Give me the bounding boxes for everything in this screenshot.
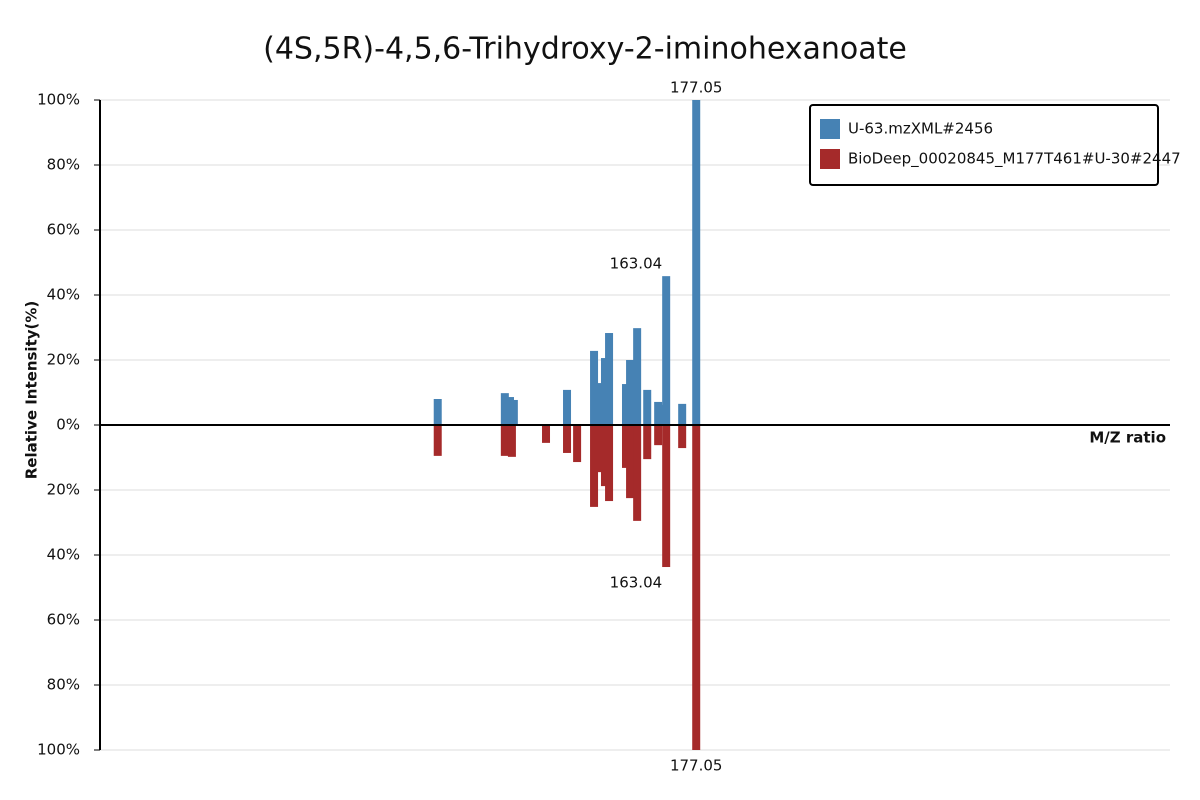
peak-label: 177.05 [670,79,723,97]
peak-label: 177.05 [670,757,723,775]
bar [563,425,572,453]
bar [662,425,671,568]
chart-title: (4S,5R)-4,5,6-Trihydroxy-2-iminohexanoat… [263,32,907,67]
x-axis-label: M/Z ratio [1089,429,1166,447]
bar [590,350,599,425]
bar [500,425,509,456]
y-tick-label: 20% [47,351,80,369]
bar [633,328,642,425]
bar [509,399,518,425]
bar [692,100,701,425]
legend-label: U-63.mzXML#2456 [848,120,993,138]
y-tick-label: 100% [37,91,80,109]
bar [433,425,442,456]
bar [643,389,652,425]
bar [542,425,551,443]
y-tick-label: 80% [47,156,80,174]
y-tick-label: 60% [47,611,80,629]
legend-swatch [820,149,840,169]
legend-swatch [820,119,840,139]
bar [621,384,630,425]
bar [500,393,509,425]
bar [662,276,671,425]
bar [643,425,652,460]
peak-label: 163.04 [610,574,663,592]
bar [678,403,687,425]
bar [507,425,516,457]
y-tick-label: 40% [47,286,80,304]
bar [678,425,687,449]
legend-box [809,104,1159,186]
y-axis-label: Relative Intensity(%) [23,301,41,480]
bar [626,425,635,499]
legend: U-63.mzXML#2456 BioDeep_00020845_M177T461… [809,104,1181,186]
bar [594,425,603,473]
y-tick-label: 80% [47,676,80,694]
y-tick-label: 0% [56,416,80,434]
y-tick-label: 40% [47,546,80,564]
bar [626,360,635,425]
y-tick-label: 20% [47,481,80,499]
bar [605,333,614,425]
bar [621,425,630,468]
y-tick-label: 100% [37,741,80,759]
bar [654,425,663,446]
bar [692,425,701,750]
bar [573,425,582,463]
bar [594,383,603,425]
bar [590,425,599,507]
bar [563,389,572,425]
bar [600,358,609,425]
legend-label: BioDeep_00020845_M177T461#U-30#2447 [848,150,1181,169]
bar [654,401,663,425]
bar [633,425,642,521]
peak-label: 163.04 [610,255,663,273]
y-tick-label: 60% [47,221,80,239]
bar [605,425,614,502]
bar [600,425,609,487]
bar [433,399,442,425]
